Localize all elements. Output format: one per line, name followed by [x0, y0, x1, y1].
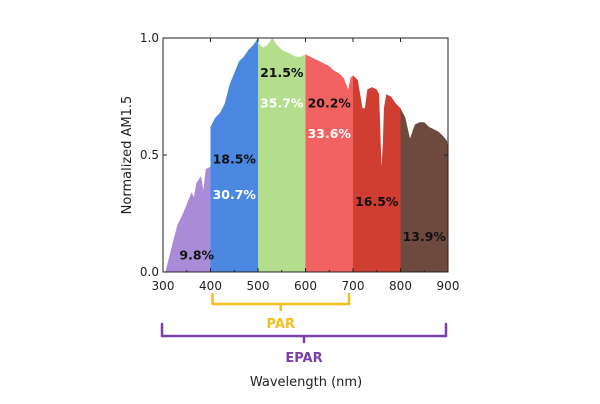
band-area-800-900: [400, 108, 448, 272]
par-bracket: [211, 292, 351, 312]
range-brackets: PAR EPAR: [160, 292, 448, 366]
par-percent-label: 35.7%: [260, 96, 304, 111]
band-area-400-500: [210, 38, 258, 272]
y-axis-label: Normalized AM1.5: [120, 96, 135, 215]
x-tick-label: 800: [389, 279, 412, 293]
epar-percent-label: 21.5%: [260, 65, 304, 80]
epar-percent-label: 18.5%: [213, 152, 257, 167]
band-area-300-400: [163, 166, 211, 272]
x-tick-label: 700: [342, 279, 365, 293]
par-percent-label: 30.7%: [213, 187, 257, 202]
epar-percent-label: 9.8%: [179, 248, 214, 263]
axis-ticks: 300 400 500 600 700 800 900 0.0 0.5 1.0: [140, 31, 460, 293]
epar-percent-label: 20.2%: [308, 96, 352, 111]
spectral-bands: [163, 38, 448, 273]
y-tick-label: 1.0: [140, 31, 159, 45]
epar-percent-label: 16.5%: [355, 194, 399, 209]
epar-percent-label: 13.9%: [403, 229, 447, 244]
par-percent-label: 33.6%: [308, 126, 352, 141]
band-area-600-700: [305, 54, 353, 273]
y-tick-label: 0.0: [140, 265, 159, 279]
x-tick-label: 300: [152, 279, 175, 293]
y-tick-label: 0.5: [140, 148, 159, 162]
x-tick-label: 400: [199, 279, 222, 293]
x-axis-label: Wavelength (nm): [250, 375, 362, 390]
band-labels: 9.8% 18.5% 30.7% 21.5% 35.7% 20.2% 33.6% 16.5% 1…: [179, 65, 446, 263]
x-tick-label: 900: [437, 279, 460, 293]
par-label: PAR: [267, 317, 295, 332]
band-area-500-600: [258, 38, 306, 272]
band-area-700-800: [353, 75, 401, 273]
epar-label: EPAR: [285, 351, 322, 366]
epar-bracket: [160, 322, 448, 344]
x-tick-label: 600: [294, 279, 317, 293]
x-tick-label: 500: [247, 279, 270, 293]
